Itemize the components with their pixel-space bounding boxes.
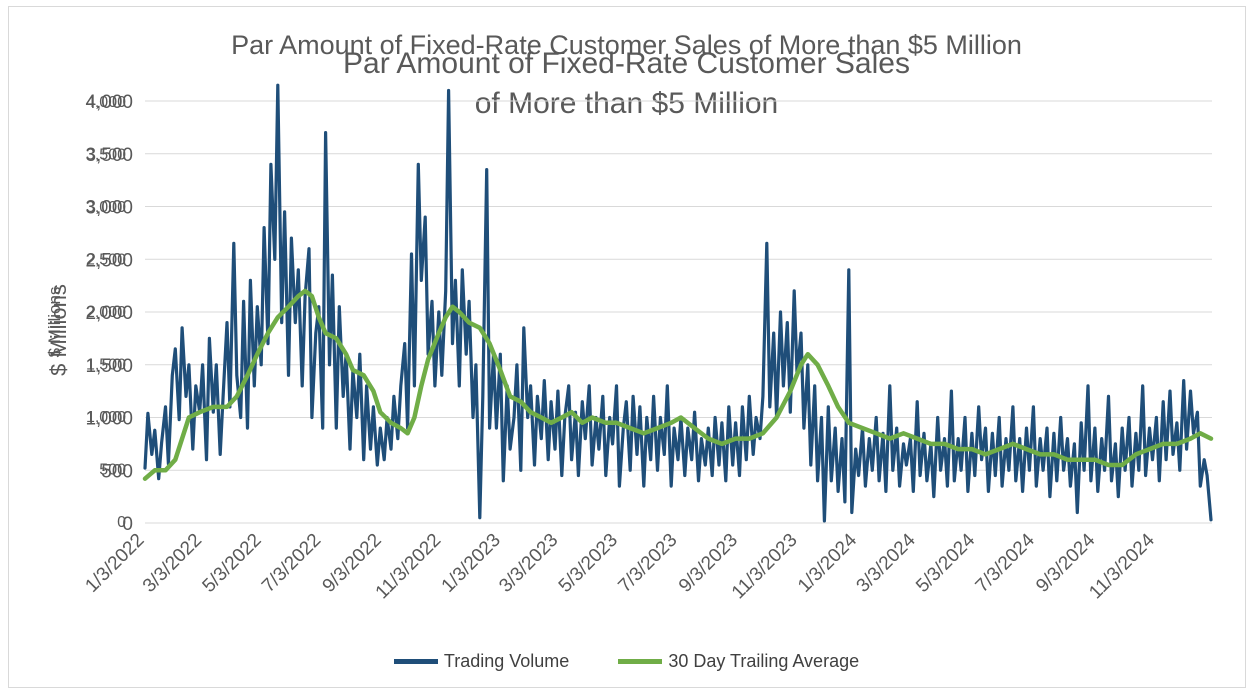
y-tick-label-ghost: 2,000 <box>86 304 126 321</box>
y-tick-label: 4,000 <box>85 92 133 113</box>
x-tick-label: 1/3/2023 <box>438 530 505 597</box>
y-tick-label: 3,500 <box>85 145 133 166</box>
y-axis-label: $ Millions <box>46 284 71 376</box>
y-tick-label: 3,000 <box>85 198 133 219</box>
y-tick-label: 1,000 <box>85 409 133 430</box>
y-tick-label-ghost: 3,500 <box>86 147 126 164</box>
chart-title-text: Par Amount of Fixed-Rate Customer Sales … <box>343 47 910 120</box>
y-tick-label-ghost: 1,000 <box>86 409 126 426</box>
y-tick-label: 0 <box>122 514 133 535</box>
series-line-trailing-average <box>142 288 1214 481</box>
x-tick-label: 7/3/2024 <box>972 529 1039 596</box>
x-axis: 1/3/20223/3/20225/3/20227/3/20229/3/2022… <box>81 522 1212 604</box>
x-tick-label: 5/3/2023 <box>555 530 622 597</box>
y-tick-label-ghost: 1,500 <box>86 357 126 374</box>
x-tick-label: 3/3/2022 <box>139 530 206 597</box>
y-tick-label: 2,000 <box>85 303 133 324</box>
y-axis-label-ghost: $ Millions <box>45 287 64 358</box>
x-tick-label: 7/3/2022 <box>258 530 325 597</box>
x-tick-label: 11/3/2023 <box>728 530 802 604</box>
x-tick-label: 11/3/2022 <box>372 530 446 604</box>
y-tick-label: 2,500 <box>85 250 133 271</box>
chart-frame <box>8 6 1246 688</box>
y-tick-label-ghost: 2,500 <box>86 252 126 269</box>
series-layer <box>142 83 1214 523</box>
series-line-trading-volume <box>143 83 1213 523</box>
x-tick-label: 7/3/2023 <box>614 530 681 597</box>
y-tick-label: 1,500 <box>85 356 133 377</box>
legend-swatch-trading-volume <box>393 659 438 664</box>
y-tick-label-ghost: 500 <box>99 462 126 479</box>
y-axis: 0 500 1,000 1,500 2,000 2,500 3,000 3,500 4,000 0… <box>85 92 133 535</box>
legend-item-trailing-average: 30 Day Trailing Average <box>618 651 859 672</box>
x-tick-label: 5/3/2022 <box>199 530 266 597</box>
x-tick-label: 5/3/2024 <box>912 529 979 596</box>
legend-label-trailing-average: 30 Day Trailing Average <box>668 651 860 671</box>
x-tick-label: 1/3/2022 <box>81 530 148 597</box>
chart-title-ghost: Par Amount of Fixed-Rate Customer Sales … <box>231 30 1022 60</box>
x-tick-label: 1/3/2024 <box>794 529 861 596</box>
legend-item-trading-volume: Trading Volume <box>393 651 570 672</box>
y-tick-label: 500 <box>101 461 133 482</box>
x-tick-label: 3/3/2024 <box>853 529 920 596</box>
legend-swatch-trailing-average <box>618 659 663 664</box>
chart-title: Par Amount of Fixed-Rate Customer Sales … <box>0 44 1253 124</box>
y-tick-label-ghost: 4,000 <box>86 94 126 111</box>
legend: Trading Volume 30 Day Trailing Average <box>0 648 1253 672</box>
x-tick-label: 11/3/2024 <box>1085 529 1159 603</box>
y-tick-label-ghost: 3,000 <box>86 199 126 216</box>
legend-label-trading-volume: Trading Volume <box>443 651 570 671</box>
x-tick-label: 3/3/2023 <box>495 530 562 597</box>
y-tick-label-ghost: 0 <box>117 514 126 531</box>
